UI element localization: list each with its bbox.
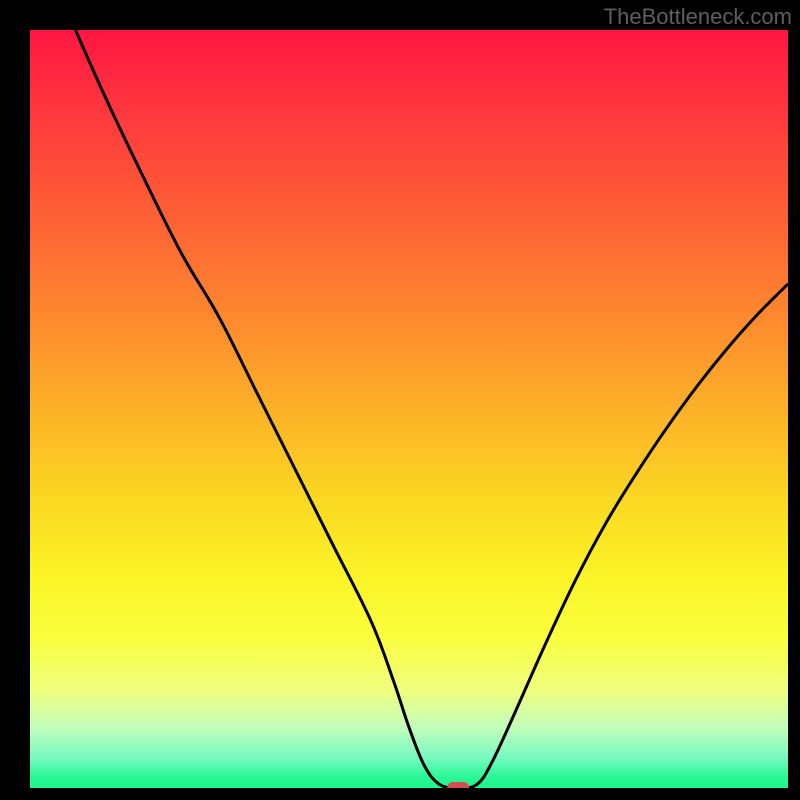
gradient-background [30,30,788,788]
plot-area [30,30,788,794]
watermark-text: TheBottleneck.com [604,4,792,30]
chart-container: TheBottleneck.com [0,0,800,800]
chart-svg [0,0,800,800]
